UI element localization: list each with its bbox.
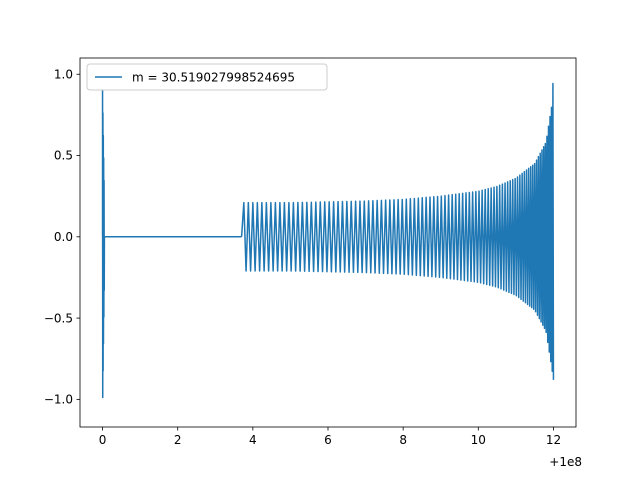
plot-area [101,82,555,399]
y-tick-label: −1.0 [44,393,73,407]
x-tick-label: 8 [399,433,407,447]
legend-box [86,63,328,91]
x-tick-label: 2 [174,433,182,447]
x-tick-label: 4 [249,433,257,447]
y-tick-label: 0.0 [54,230,73,244]
ticks: 0 2 4 6 8 10 12 −1.0 −0.5 0.0 0.5 1.0 [44,67,561,447]
x-offset-label: +1e8 [549,455,582,469]
y-tick-label: 1.0 [54,67,73,81]
x-tick-label: 6 [324,433,332,447]
x-tick-label: 10 [471,433,486,447]
y-tick-label: −0.5 [44,311,73,325]
y-tick-label: 0.5 [54,149,73,163]
x-tick-label: 12 [546,433,561,447]
series-line-segment [101,89,106,399]
x-tick-label: 0 [99,433,107,447]
legend: m = 30.519027998524695 [86,63,328,91]
series-line-segment [240,82,555,380]
legend-label: m = 30.519027998524695 [132,71,295,85]
